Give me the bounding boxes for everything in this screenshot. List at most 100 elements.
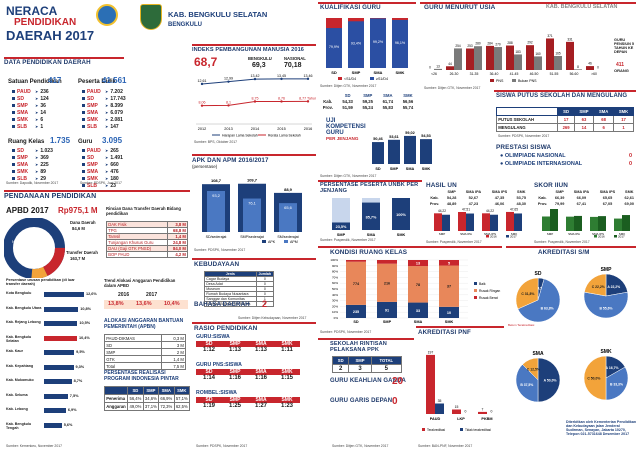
pnf-category: PAUD xyxy=(430,417,441,421)
prestasi-value: 0 xyxy=(628,153,632,159)
rintisan-cell: 3 xyxy=(348,364,372,373)
kondisi-category: SD xyxy=(353,320,359,324)
apk-source: Sumber: PDSPK, November 2017 xyxy=(194,248,246,252)
tren-year-2016: 2016 xyxy=(118,292,130,298)
pip-cell: SMP xyxy=(142,386,160,395)
hasil-category: SMA IPA xyxy=(460,232,472,236)
kondisi-rusak-berat-bar xyxy=(346,260,366,262)
putus-cell: 17 xyxy=(557,115,575,124)
peserta-label: PAUD xyxy=(87,88,101,95)
rls-point xyxy=(200,104,204,107)
ipm-nasional: 70,18 xyxy=(284,62,302,69)
peserta-label: Peserta Didik xyxy=(78,79,117,85)
iiun-2016-bar xyxy=(614,218,622,231)
hasil-category: SMA IPS xyxy=(484,232,496,236)
kondisi-y-tick: 80% xyxy=(332,270,338,274)
putus-cell xyxy=(495,107,559,116)
region-block: KAB. BENGKULU SELATAN BENGKULU xyxy=(128,0,316,40)
putus-cell: MENGULANG xyxy=(495,123,559,132)
pip-cell: 49,0% xyxy=(127,402,144,411)
dana-daerah-label: Dana Daerah xyxy=(70,220,96,225)
putus-cell: PUTUS SEKOLAH xyxy=(495,115,559,124)
title-line-3: DAERAH 2017 xyxy=(6,28,95,43)
rintisan-cell: TOTAL xyxy=(370,356,403,365)
satuan-row: SLB ➤ 1 xyxy=(12,123,72,130)
alokasi-cell: 3 M xyxy=(160,341,187,349)
peserta-label: SMP xyxy=(87,102,98,109)
akr-smp-slice-label: B 55,6% xyxy=(599,307,612,311)
persen-label: Kab. Kepahiang xyxy=(6,363,34,368)
hasil-2017-bar xyxy=(514,213,522,231)
unbk-source: Sumber: Puspendik, November 2017 xyxy=(320,238,376,242)
legend-apk-swatch xyxy=(262,240,266,243)
usia-pns-label: 292 xyxy=(527,41,533,45)
ggd-title: GURU GARIS DEPAN xyxy=(330,398,393,404)
usia-nonpns-label: 0 xyxy=(597,66,599,70)
persen-bar xyxy=(44,364,74,370)
satuan-arrow: ➤ xyxy=(35,117,39,122)
ukg-category: SMA xyxy=(406,167,415,171)
iiun-cell: SMK xyxy=(625,190,634,194)
rombel-head-cell: SMA xyxy=(255,397,267,403)
usia-nonpns-label: 165 xyxy=(555,51,561,55)
iiun-cell: 79,99 xyxy=(554,202,565,206)
legend-2016: 2016 xyxy=(490,235,497,239)
akr-smk-slice-label: A 16,7% xyxy=(606,366,619,370)
guru-row: SMP ➤ 660 xyxy=(82,161,130,168)
iiun-cell: 67,41 xyxy=(576,202,587,206)
unbk-bg xyxy=(332,198,350,230)
kualifikasi-source: Sumber: Ditjen GTK, November 2017 xyxy=(320,84,377,88)
persen-bar xyxy=(44,393,68,399)
pnf-t-bar xyxy=(426,354,435,414)
ruang-value: 89 xyxy=(40,168,46,175)
kondisi-legend-swatch xyxy=(474,282,477,285)
pip-cell: 37,1% xyxy=(142,402,160,411)
gr-value: 1:13 xyxy=(254,347,267,353)
guru-label: Guru xyxy=(78,139,93,145)
pnf-t-label: 7 xyxy=(482,407,484,411)
ipm-year: 2012 xyxy=(198,127,206,131)
pendanaan-title: PENDANAAN PENDIDIKAN xyxy=(4,193,97,200)
usia-nonpns-label: 270 xyxy=(495,43,501,47)
persen-label: Kab. Bengkulu Selatan xyxy=(6,334,32,343)
bahasa-value: 2 xyxy=(262,299,268,309)
usia-nonpns-bar xyxy=(494,47,502,70)
ipm-year: 2016 xyxy=(304,127,312,131)
usia-pns-label: 284 xyxy=(487,41,493,45)
legend-apm-swatch xyxy=(284,240,288,243)
usia-category: 46-50 xyxy=(530,72,539,76)
satuan-label: SMK xyxy=(17,116,29,123)
putus-cell: 1 xyxy=(613,123,634,132)
persen-label: Kab. Bengkulu Utara xyxy=(6,305,42,310)
ukg-category: SMP xyxy=(390,167,399,171)
ruang-arrow: ➤ xyxy=(35,155,39,160)
akr-sma-slice-label: C 12,5% xyxy=(527,367,540,371)
guru-bullet xyxy=(82,184,85,187)
apk-label: 88,9 xyxy=(284,187,293,192)
kondisi-baik-label: 10 xyxy=(447,311,451,315)
peserta-value: 147 xyxy=(110,123,119,130)
un-cell: 56,56 xyxy=(402,98,414,104)
apbd-value: Rp975,1 M xyxy=(58,206,98,215)
ruang-row: SMK ➤ 89 xyxy=(12,168,72,175)
alokasi-cell: GTK xyxy=(104,355,162,363)
usia-nonpns-label: 13 xyxy=(436,64,440,68)
kondisi-y-tick: 100% xyxy=(330,258,338,262)
pnf-category: PKBM xyxy=(481,417,492,421)
rintisan-table: SD SMP TOTAL 2 3 5 xyxy=(331,356,403,373)
hasil-cell: 46,06 xyxy=(494,202,505,206)
legend-under-swatch xyxy=(338,77,342,80)
kondisi-y-tick: 20% xyxy=(332,304,338,308)
iiun-row: SMP SMA IPA SMA IPS SMK xyxy=(534,189,638,195)
prestasi-value: 0 xyxy=(628,161,632,167)
satuan-value: 124 xyxy=(40,95,49,102)
iiun-2017-bar xyxy=(574,215,582,231)
hasil-label: 44,22 xyxy=(486,209,494,213)
alokasi-table: PAUD-DIKMAS 0,3 M SD 3 M SMP 2 M GTK 1,4 M Total… xyxy=(104,334,187,370)
rombel-value: 1:25 xyxy=(228,403,241,409)
pip-cell: Anggaran xyxy=(103,402,129,411)
kual-s1-bar xyxy=(348,21,364,68)
satuan-row: SMK ➤ 6 xyxy=(12,116,72,123)
un-cell: 55,24 xyxy=(362,104,373,110)
ukg-subtitle: PER JENJANG xyxy=(326,136,359,141)
